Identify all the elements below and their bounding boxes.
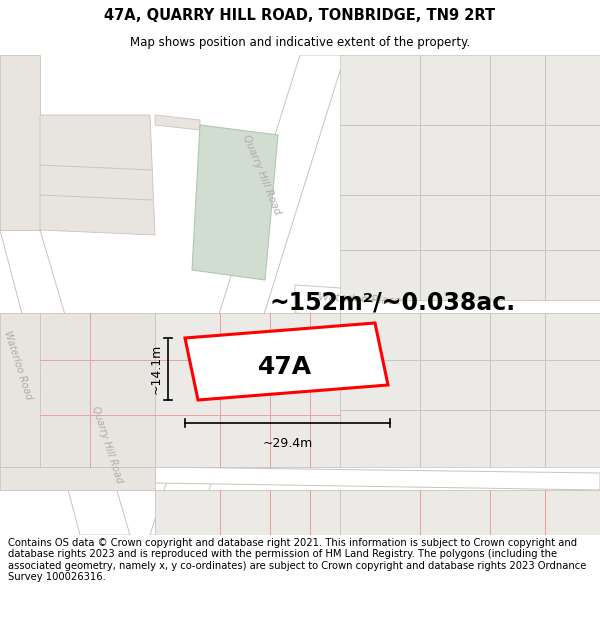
- Polygon shape: [340, 300, 600, 313]
- Text: 47A, QUARRY HILL ROAD, TONBRIDGE, TN9 2RT: 47A, QUARRY HILL ROAD, TONBRIDGE, TN9 2R…: [104, 8, 496, 23]
- Polygon shape: [295, 285, 600, 333]
- Text: Quarry Hill Road: Quarry Hill Road: [90, 405, 124, 485]
- Text: ~14.1m: ~14.1m: [150, 344, 163, 394]
- Polygon shape: [0, 55, 40, 230]
- Text: 47A: 47A: [258, 355, 312, 379]
- Text: ~29.4m: ~29.4m: [262, 437, 313, 450]
- Polygon shape: [340, 55, 600, 300]
- Text: Waterloo Place: Waterloo Place: [318, 292, 402, 306]
- Text: Contains OS data © Crown copyright and database right 2021. This information is : Contains OS data © Crown copyright and d…: [8, 538, 586, 582]
- Polygon shape: [155, 490, 340, 535]
- Polygon shape: [40, 313, 155, 467]
- Polygon shape: [40, 115, 155, 235]
- Polygon shape: [155, 115, 200, 130]
- Polygon shape: [192, 125, 278, 280]
- Polygon shape: [0, 467, 155, 490]
- Polygon shape: [340, 490, 600, 535]
- Polygon shape: [150, 55, 345, 535]
- Polygon shape: [155, 313, 340, 467]
- Text: ~152m²/~0.038ac.: ~152m²/~0.038ac.: [270, 291, 516, 315]
- Polygon shape: [155, 467, 600, 490]
- Text: Map shows position and indicative extent of the property.: Map shows position and indicative extent…: [130, 36, 470, 49]
- Text: Waterloo Road: Waterloo Road: [2, 329, 34, 401]
- Polygon shape: [0, 313, 40, 467]
- Text: Quarry Hill Road: Quarry Hill Road: [241, 134, 283, 216]
- Polygon shape: [0, 230, 130, 535]
- Polygon shape: [340, 313, 600, 467]
- Polygon shape: [185, 323, 388, 400]
